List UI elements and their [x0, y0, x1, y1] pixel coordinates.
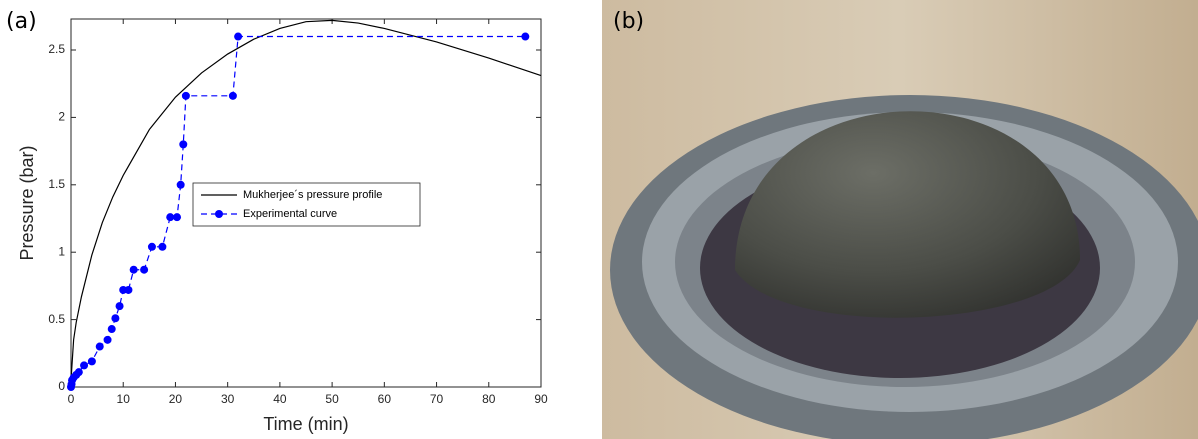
x-tick-label: 20 — [169, 392, 183, 406]
y-tick-label: 1.5 — [48, 177, 65, 191]
y-tick-label: 2.5 — [48, 42, 65, 56]
y-tick-label: 1 — [58, 244, 65, 258]
x-tick-label: 0 — [68, 392, 75, 406]
x-tick-label: 80 — [482, 392, 496, 406]
marker — [179, 140, 188, 149]
x-tick-label: 40 — [273, 392, 287, 406]
x-tick-label: 70 — [430, 392, 444, 406]
marker — [521, 32, 530, 41]
x-tick-label: 50 — [325, 392, 339, 406]
marker — [124, 285, 133, 294]
legend-label: Experimental curve — [243, 208, 337, 220]
marker — [234, 32, 243, 41]
marker — [115, 302, 124, 311]
x-tick-label: 90 — [534, 392, 548, 406]
marker — [181, 91, 190, 100]
legend-box — [192, 182, 421, 227]
marker — [111, 314, 120, 323]
x-axis-label: Time (min) — [263, 414, 348, 434]
y-tick-label: 2 — [58, 110, 65, 124]
marker — [74, 368, 83, 377]
legend-label: Mukherjee´s pressure profile — [243, 189, 382, 201]
legend-marker — [215, 210, 223, 218]
marker — [103, 335, 112, 344]
panel-label: (a) — [6, 9, 37, 34]
x-tick-label: 60 — [378, 392, 392, 406]
photo — [602, 0, 1198, 439]
marker — [228, 91, 237, 100]
marker — [147, 242, 156, 251]
marker — [140, 265, 149, 274]
marker — [166, 213, 175, 222]
x-tick-label: 10 — [117, 392, 131, 406]
y-axis-label: Pressure (bar) — [17, 145, 37, 260]
panel-label: (b) — [613, 9, 644, 34]
marker — [80, 361, 89, 370]
marker — [176, 180, 185, 189]
y-tick-label: 0 — [58, 379, 65, 393]
dome — [735, 111, 1080, 318]
line — [70, 19, 542, 381]
marker — [107, 325, 116, 334]
marker — [158, 242, 167, 251]
x-tick-label: 30 — [221, 392, 235, 406]
marker — [87, 357, 96, 366]
marker — [95, 342, 104, 351]
marker — [173, 213, 182, 222]
y-tick-label: 0.5 — [48, 312, 65, 326]
marker — [129, 265, 138, 274]
